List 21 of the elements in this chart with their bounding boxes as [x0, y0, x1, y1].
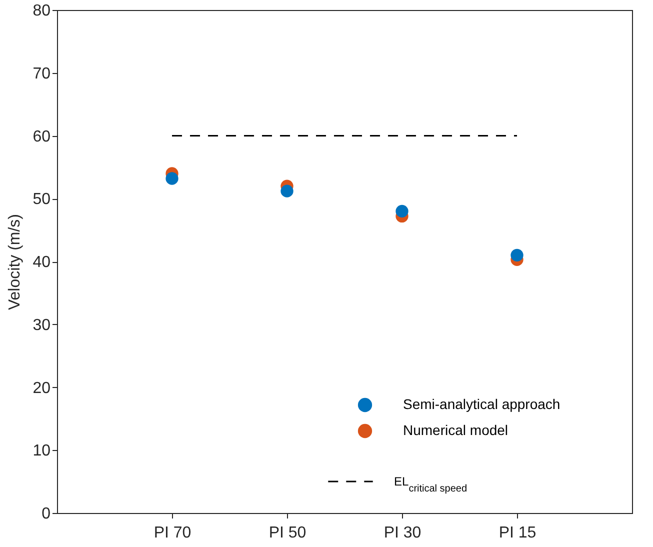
- y-axis-title: Velocity (m/s): [6, 214, 24, 310]
- y-tick-label: 60: [32, 128, 51, 146]
- x-tick-label: PI 50: [268, 524, 306, 542]
- y-tick-label: 10: [32, 442, 51, 460]
- y-tick-label: 0: [42, 506, 51, 522]
- y-tick-label: 80: [32, 2, 51, 20]
- point: [280, 184, 294, 198]
- x-tick-label: PI 15: [498, 524, 536, 542]
- y-tick-label: 30: [32, 316, 51, 334]
- x-tick-label: PI 30: [384, 524, 422, 542]
- x-tick-label: PI 70: [154, 524, 192, 542]
- y-tick-label: 50: [32, 191, 51, 208]
- point: [166, 172, 178, 185]
- y-tick-label: 70: [32, 65, 51, 82]
- y-tick-label: 40: [32, 254, 51, 271]
- y-tick-label: 20: [32, 380, 51, 397]
- legend-label: Numerical model: [403, 422, 508, 438]
- point: [396, 204, 408, 218]
- legend-label: EL$_{critical speed}$: [394, 474, 468, 494]
- legend-label: Semi-analytical approach: [403, 396, 560, 412]
- point: [510, 248, 524, 262]
